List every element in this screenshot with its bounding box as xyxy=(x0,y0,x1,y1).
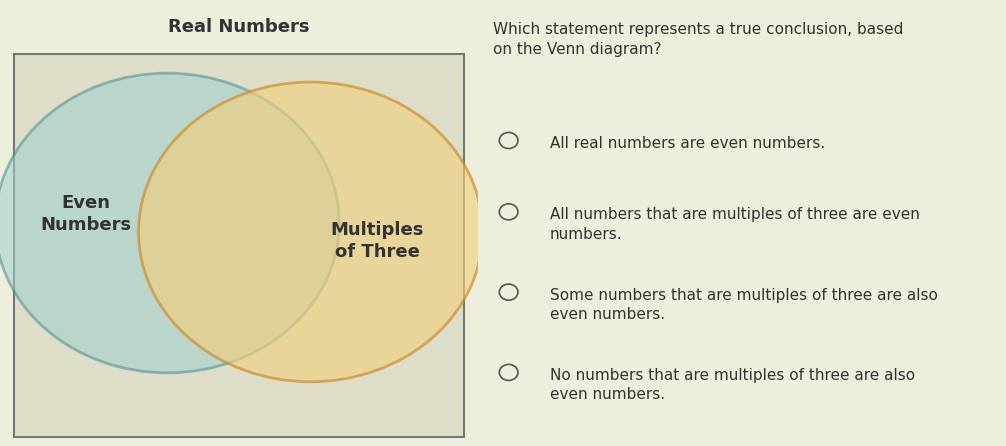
Text: Some numbers that are multiples of three are also
even numbers.: Some numbers that are multiples of three… xyxy=(550,288,938,322)
Text: Multiples
of Three: Multiples of Three xyxy=(331,221,425,261)
Text: All real numbers are even numbers.: All real numbers are even numbers. xyxy=(550,136,825,151)
Text: Even
Numbers: Even Numbers xyxy=(40,194,132,234)
Ellipse shape xyxy=(139,82,483,382)
FancyBboxPatch shape xyxy=(14,54,464,437)
Ellipse shape xyxy=(0,73,339,373)
Text: No numbers that are multiples of three are also
even numbers.: No numbers that are multiples of three a… xyxy=(550,368,915,402)
Text: Real Numbers: Real Numbers xyxy=(168,18,310,36)
Text: Which statement represents a true conclusion, based
on the Venn diagram?: Which statement represents a true conclu… xyxy=(493,22,903,57)
Text: All numbers that are multiples of three are even
numbers.: All numbers that are multiples of three … xyxy=(550,207,919,242)
